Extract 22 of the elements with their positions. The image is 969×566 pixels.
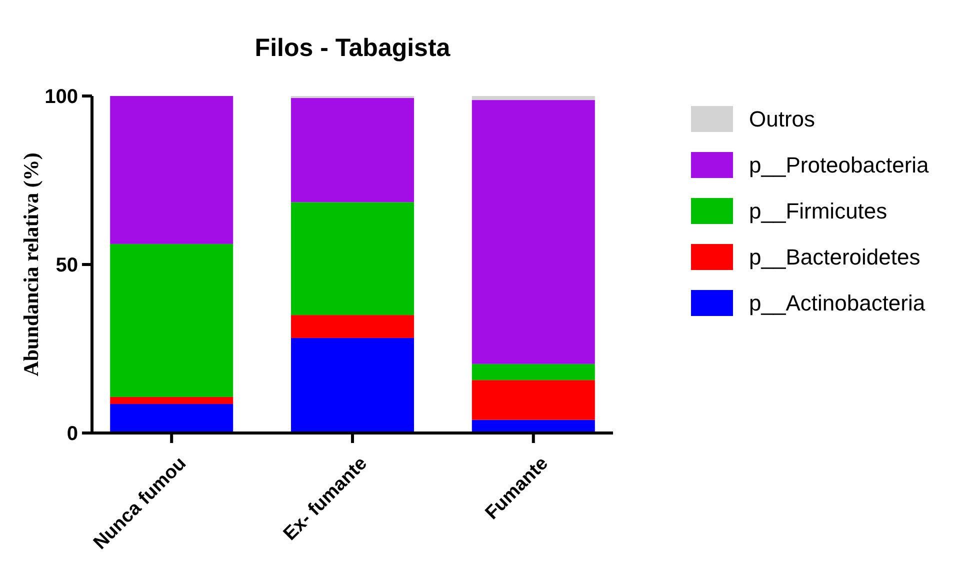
y-tick-label: 100 (44, 86, 78, 108)
bar (290, 202, 414, 316)
legend-label: Outros (749, 106, 816, 132)
bar (290, 315, 414, 338)
legend-label: p__Proteobacteria (749, 152, 930, 178)
legend-label: p__Firmicutes (749, 198, 888, 224)
bar (110, 396, 234, 404)
y-tick-label: 0 (66, 423, 78, 445)
bar (110, 404, 234, 433)
y-tick-label: 50 (56, 254, 78, 276)
bar (290, 338, 414, 433)
bar (472, 380, 595, 420)
bar (290, 98, 414, 202)
bar (472, 96, 595, 100)
bar (110, 96, 234, 244)
legend-label: p__Actinobacteria (749, 290, 926, 316)
bar (472, 364, 595, 380)
bar (472, 100, 595, 364)
legend-label: p__Bacteroidetes (749, 244, 920, 270)
y-axis-title: Abundancia relativa (%) (19, 152, 43, 376)
chart-title: Filos - Tabagista (254, 34, 452, 62)
bar (110, 244, 234, 397)
